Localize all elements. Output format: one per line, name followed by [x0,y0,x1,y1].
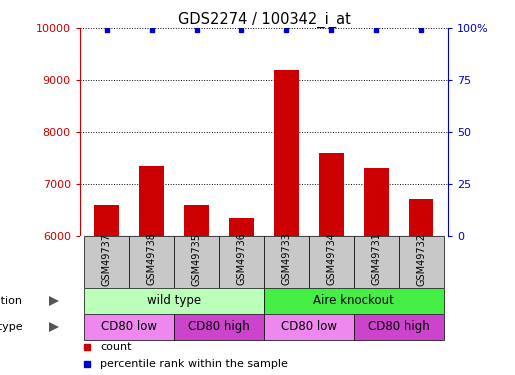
Text: GSM49738: GSM49738 [147,232,157,285]
Text: GSM49734: GSM49734 [327,232,336,285]
Bar [229,217,254,236]
Bar [264,288,443,314]
Bar [140,166,164,236]
Bar [364,168,388,236]
Text: CD80 high: CD80 high [368,321,430,333]
Bar [354,236,399,288]
Text: GSM49733: GSM49733 [281,232,291,285]
Bar [274,70,299,236]
Bar [399,236,443,288]
Bar [319,153,344,236]
Text: GSM49737: GSM49737 [102,232,112,285]
Text: count: count [100,342,131,352]
Bar [94,204,119,236]
Text: CD80 high: CD80 high [188,321,250,333]
Text: CD80 low: CD80 low [101,321,157,333]
Text: GSM49731: GSM49731 [371,232,381,285]
Title: GDS2274 / 100342_i_at: GDS2274 / 100342_i_at [178,12,350,28]
Bar [264,314,354,340]
Bar [409,200,434,236]
Text: cell type: cell type [0,322,23,332]
Text: CD80 low: CD80 low [281,321,337,333]
Bar [174,314,264,340]
Bar [129,236,174,288]
Text: GSM49732: GSM49732 [416,232,426,285]
Bar [219,236,264,288]
Bar [184,204,209,236]
Text: GSM49736: GSM49736 [236,232,247,285]
Bar [354,314,443,340]
Bar [84,314,174,340]
Bar [84,288,264,314]
Text: GSM49735: GSM49735 [192,232,201,285]
Text: genotype/variation: genotype/variation [0,296,23,306]
Bar [309,236,354,288]
Text: wild type: wild type [147,294,201,307]
Text: percentile rank within the sample: percentile rank within the sample [100,359,288,369]
Text: Aire knockout: Aire knockout [313,294,394,307]
Bar [84,236,129,288]
Bar [264,236,309,288]
Bar [174,236,219,288]
